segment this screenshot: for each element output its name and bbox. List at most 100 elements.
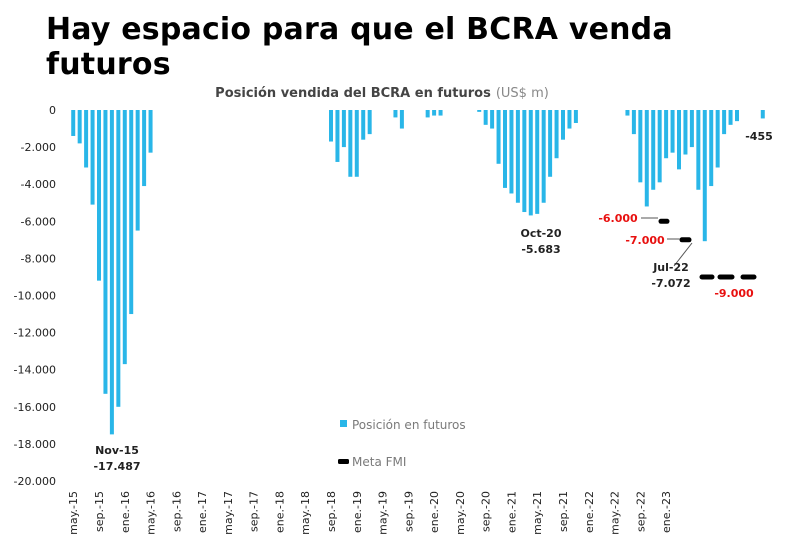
bar <box>329 110 333 142</box>
annotation-meta3-value: -9.000 <box>714 287 754 300</box>
bar <box>77 110 82 144</box>
y-tick-label: -6.000 <box>21 215 56 228</box>
x-tick-label: ene.-22 <box>583 491 596 533</box>
bar <box>709 110 714 187</box>
bar <box>483 110 488 125</box>
y-tick-label: -18.000 <box>14 438 56 451</box>
bar <box>341 110 346 148</box>
annotation-jul22-leader <box>673 242 693 267</box>
chart-legend: Posición en futuros Meta FMI <box>338 418 466 469</box>
bar <box>122 110 127 365</box>
x-tick-label: ene.-20 <box>428 491 441 533</box>
annotation-oct20-date: Oct-20 <box>520 227 561 240</box>
x-tick-label: sep.-19 <box>402 491 415 532</box>
meta-fmi-series <box>658 218 757 280</box>
legend-swatch-meta <box>338 459 349 464</box>
bar <box>361 110 366 140</box>
annotation-last-value: -455 <box>745 130 773 143</box>
annotation-jul22: Jul-22 -7.072 <box>651 242 693 290</box>
x-tick-label: sep.-22 <box>634 491 647 532</box>
bar <box>644 110 649 207</box>
x-tick-label: ene.-23 <box>660 491 673 533</box>
bar <box>528 110 533 216</box>
y-tick-label: -20.000 <box>14 475 56 488</box>
bar <box>760 110 765 119</box>
bar <box>638 110 643 183</box>
bar <box>367 110 372 135</box>
x-tick-label: sep.-15 <box>93 491 106 532</box>
x-tick-label: ene.-17 <box>196 491 209 533</box>
annotation-nov15: Nov-15 -17.487 <box>93 444 140 473</box>
x-tick-label: may.-16 <box>145 491 158 535</box>
bar <box>393 110 398 118</box>
chart-title-main: Posición vendida del BCRA en futuros <box>215 86 491 101</box>
bar <box>438 110 443 116</box>
annotation-nov15-date: Nov-15 <box>95 444 139 457</box>
x-tick-label: may.-19 <box>377 491 390 535</box>
bar <box>677 110 681 170</box>
chart-title-unit: (US$ m) <box>496 86 549 101</box>
bar-series <box>71 110 765 435</box>
bar <box>735 110 739 122</box>
bar <box>573 110 578 123</box>
annotation-nov15-value: -17.487 <box>93 460 140 473</box>
y-axis: 0 -2.000 -4.000 -6.000 -8.000 -10.000 -12.000 -… <box>14 104 56 488</box>
x-tick-label: may.-17 <box>222 491 235 535</box>
bar <box>702 110 707 242</box>
bar <box>561 110 565 140</box>
legend-swatch-futures <box>340 420 347 427</box>
x-tick-label: may.-21 <box>531 491 544 535</box>
legend-label-futures: Posición en futuros <box>352 418 466 432</box>
bar <box>670 110 675 153</box>
bar <box>109 110 114 435</box>
bar <box>335 110 340 162</box>
bar <box>90 110 95 205</box>
bar <box>503 110 507 188</box>
bar <box>683 110 688 155</box>
bar <box>148 110 153 153</box>
bar <box>696 110 701 190</box>
bar <box>84 110 89 168</box>
x-tick-label: ene.-18 <box>273 491 286 533</box>
bar <box>71 110 76 136</box>
bar <box>496 110 501 164</box>
annotation-jul22-value: -7.072 <box>651 277 690 290</box>
y-tick-label: -2.000 <box>21 141 56 154</box>
y-tick-label: -16.000 <box>14 401 56 414</box>
y-tick-label: -12.000 <box>14 327 56 340</box>
bar <box>477 110 482 112</box>
annotation-jul22-date: Jul-22 <box>652 261 689 274</box>
bar <box>657 110 662 183</box>
bar <box>567 110 572 129</box>
annotation-oct20: Oct-20 -5.683 <box>520 227 561 256</box>
x-tick-label: ene.-16 <box>119 491 132 533</box>
bar <box>722 110 727 135</box>
chart-title: Posición vendida del BCRA en futuros (US$… <box>215 86 549 101</box>
x-tick-label: sep.-21 <box>557 491 570 532</box>
bar <box>425 110 430 118</box>
x-tick-label: sep.-20 <box>480 491 493 532</box>
bar <box>728 110 733 125</box>
bar <box>522 110 527 213</box>
bar <box>651 110 656 190</box>
x-tick-label: may.-15 <box>67 491 80 535</box>
annotation-meta2-value: -7.000 <box>625 234 665 247</box>
annotation-meta1-value: -6.000 <box>598 212 638 225</box>
bar <box>348 110 353 177</box>
x-tick-label: ene.-21 <box>505 491 518 533</box>
bar <box>432 110 437 116</box>
bar <box>664 110 669 159</box>
bar <box>142 110 147 187</box>
bar <box>541 110 546 203</box>
bar <box>103 110 108 394</box>
bar <box>354 110 359 177</box>
x-tick-label: sep.-17 <box>248 491 261 532</box>
x-tick-label: may.-18 <box>299 491 312 535</box>
bar <box>97 110 101 281</box>
x-tick-label: may.-20 <box>454 491 467 535</box>
bar <box>515 110 520 203</box>
x-axis: may.-15 sep.-15 ene.-16 may.-16 sep.-16 ene.-… <box>67 491 673 535</box>
y-tick-label: -14.000 <box>14 364 56 377</box>
bar <box>509 110 514 194</box>
